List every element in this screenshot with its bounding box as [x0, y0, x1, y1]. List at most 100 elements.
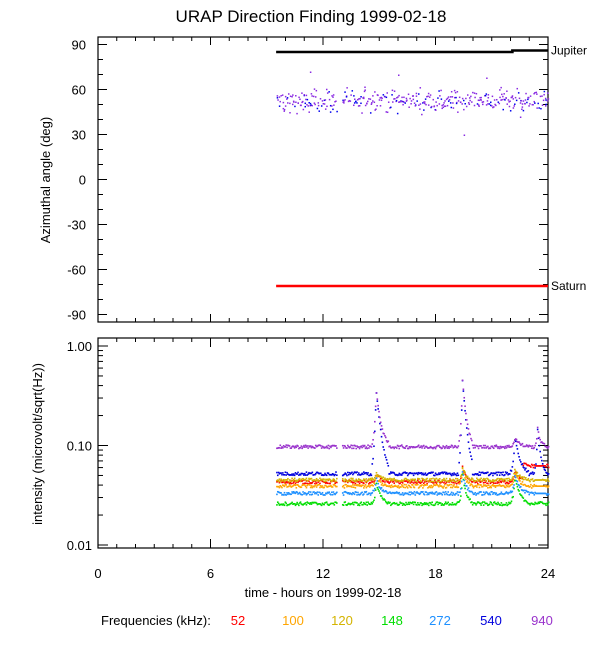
azimuth-point	[323, 103, 326, 105]
intensity-point	[278, 472, 281, 475]
intensity-point	[382, 498, 385, 501]
intensity-point	[449, 503, 451, 505]
intensity-point	[367, 479, 369, 482]
intensity-point	[536, 437, 538, 440]
intensity-point	[515, 474, 518, 477]
intensity-point	[400, 473, 402, 476]
intensity-point	[416, 472, 418, 474]
intensity-point	[503, 486, 506, 488]
intensity-point	[472, 473, 475, 476]
intensity-point	[314, 472, 317, 475]
intensity-point	[352, 501, 354, 504]
intensity-point	[348, 493, 351, 495]
intensity-point	[314, 501, 317, 504]
intensity-point	[407, 481, 410, 483]
intensity-point	[438, 501, 440, 504]
intensity-point	[330, 473, 332, 476]
intensity-point	[302, 477, 304, 480]
intensity-point	[287, 485, 290, 488]
intensity-point	[498, 447, 501, 450]
intensity-point	[422, 482, 425, 485]
azimuth-point	[422, 102, 424, 104]
intensity-point	[437, 484, 439, 487]
intensity-point	[456, 491, 459, 493]
intensity-point	[395, 479, 398, 481]
azimuth-point	[373, 101, 376, 104]
intensity-point	[281, 481, 283, 484]
azimuth-point	[509, 110, 512, 112]
intensity-point	[280, 479, 282, 482]
intensity-point	[437, 478, 439, 481]
azimuth-outlier	[364, 86, 366, 88]
intensity-point	[406, 478, 408, 481]
intensity-point	[287, 477, 289, 480]
azimuth-point	[441, 104, 443, 107]
azimuth-point	[395, 99, 398, 102]
intensity-point	[378, 410, 380, 413]
intensity-point	[521, 477, 524, 480]
intensity-point	[458, 491, 460, 494]
intensity-point	[509, 502, 512, 504]
intensity-point	[503, 493, 505, 496]
intensity-point	[526, 485, 529, 487]
intensity-point	[333, 478, 336, 481]
intensity-point	[297, 445, 299, 447]
azimuth-point	[481, 101, 484, 103]
intensity-point	[312, 485, 315, 488]
intensity-point	[539, 479, 541, 481]
intensity-point	[518, 474, 520, 477]
intensity-point	[420, 502, 423, 504]
intensity-point	[471, 444, 474, 447]
intensity-point	[496, 484, 498, 487]
intensity-point	[314, 480, 317, 483]
intensity-point	[532, 480, 535, 483]
intensity-point	[346, 485, 348, 488]
intensity-y-tick-label: 0.01	[67, 538, 92, 553]
intensity-point	[276, 485, 279, 488]
azimuth-point	[410, 100, 413, 102]
intensity-point	[282, 472, 284, 474]
intensity-point	[417, 492, 420, 495]
intensity-point	[363, 487, 365, 489]
azimuth-point	[514, 96, 517, 99]
intensity-point	[354, 482, 357, 485]
intensity-point	[385, 485, 388, 487]
intensity-point	[426, 493, 428, 496]
azimuth-point	[517, 92, 520, 94]
intensity-point	[498, 481, 500, 484]
azimuth-point	[354, 100, 357, 103]
intensity-point	[345, 491, 347, 494]
azimuth-point	[375, 108, 377, 110]
intensity-point	[496, 445, 498, 448]
intensity-point	[425, 502, 428, 504]
intensity-point	[374, 430, 376, 433]
intensity-point	[430, 478, 433, 480]
intensity-point	[519, 486, 521, 489]
intensity-point	[309, 486, 312, 489]
intensity-point	[522, 464, 525, 467]
intensity-point	[503, 480, 505, 483]
intensity-point	[409, 447, 412, 449]
intensity-point	[325, 480, 327, 482]
intensity-point	[390, 504, 392, 507]
intensity-point	[382, 432, 385, 435]
azimuth-point	[317, 102, 320, 104]
intensity-point	[287, 491, 290, 494]
intensity-point	[390, 479, 392, 481]
intensity-point	[470, 483, 472, 485]
intensity-point	[485, 491, 487, 493]
intensity-point	[444, 479, 447, 482]
intensity-point	[463, 471, 466, 474]
intensity-point	[357, 484, 359, 487]
intensity-series	[276, 379, 550, 507]
intensity-point	[424, 484, 427, 486]
intensity-point	[426, 446, 428, 449]
intensity-point	[411, 492, 413, 495]
intensity-point	[336, 502, 338, 504]
intensity-point	[456, 446, 459, 449]
intensity-point	[530, 447, 533, 450]
azimuth-point	[306, 98, 309, 101]
intensity-point	[384, 436, 387, 439]
intensity-point	[475, 484, 477, 487]
intensity-point	[413, 472, 416, 475]
